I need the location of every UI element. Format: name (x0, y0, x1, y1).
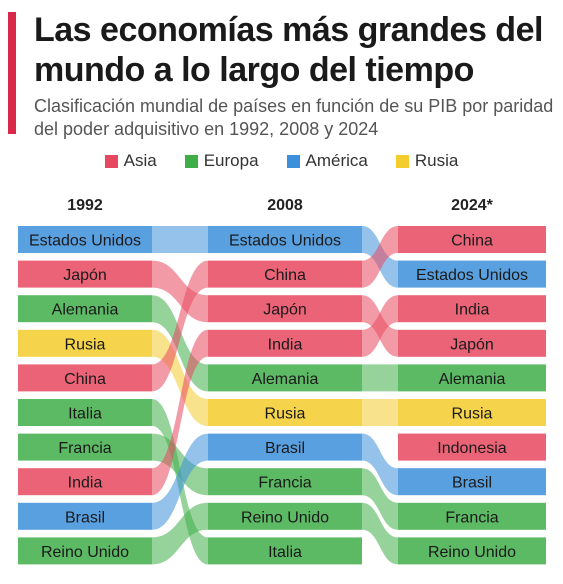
flow-rusia-2008-2024- (362, 399, 398, 426)
legend-item-asia: Asia (104, 151, 157, 171)
label-2008-brasil: Brasil (265, 440, 305, 457)
bar-2008-francia (208, 468, 362, 496)
flow-china-1992-2008 (152, 260, 208, 392)
legend-item-rusia: Rusia (395, 151, 459, 171)
label-2024--china: China (451, 233, 493, 250)
bar-1992-italia (18, 399, 152, 426)
flow-japon-1992-2008 (152, 260, 208, 323)
bar-2024--francia (398, 502, 546, 530)
flow-brasil-2008-2024- (362, 433, 398, 496)
label-1992-brasil: Brasil (65, 509, 105, 526)
label-1992-estados-unidos: Estados Unidos (29, 233, 141, 250)
bar-2024--india (398, 295, 546, 323)
label-2008-alemania: Alemania (252, 371, 319, 388)
bar-2008-japon (208, 295, 362, 323)
label-1992-italia: Italia (68, 406, 102, 423)
bar-1992-japon (18, 260, 152, 288)
legend-label-rusia: Rusia (414, 151, 459, 170)
bar-2008-rusia (208, 399, 362, 426)
label-1992-reino-unido: Reino Unido (41, 544, 129, 561)
bar-2024--indonesia (398, 433, 546, 461)
label-2024--alemania: Alemania (439, 371, 506, 388)
label-1992-francia: Francia (58, 440, 111, 457)
label-2024--indonesia: Indonesia (437, 440, 506, 457)
bar-1992-francia (18, 433, 152, 461)
legend-swatch-europa (184, 154, 198, 168)
label-1992-china: China (64, 371, 106, 388)
label-1992-india: India (68, 475, 103, 492)
label-1992-rusia: Rusia (65, 336, 106, 353)
flow-links (152, 226, 398, 565)
bar-2024--alemania (398, 364, 546, 392)
flow-francia-1992-2008 (152, 433, 208, 496)
label-2008-estados-unidos: Estados Unidos (229, 233, 341, 250)
year-header-2008: 2008 (267, 197, 303, 214)
legend-item-europa: Europa (184, 151, 259, 171)
legend-item-america: América (286, 151, 368, 171)
legend-label-america: América (305, 151, 368, 170)
label-2008-india: India (268, 336, 303, 353)
bar-2008-italia (208, 537, 362, 565)
label-2024--estados-unidos: Estados Unidos (416, 267, 528, 284)
bar-2008-india (208, 329, 362, 357)
bar-2024--brasil (398, 468, 546, 496)
flow-reino-unido-1992-2008 (152, 502, 208, 565)
bar-2024--china (398, 226, 546, 253)
flow-india-2008-2024- (362, 295, 398, 357)
flow-reino-unido-2008-2024- (362, 502, 398, 565)
flow-india-1992-2008 (152, 329, 208, 496)
label-2008-japon: Japón (263, 302, 307, 319)
label-2008-rusia: Rusia (265, 406, 306, 423)
label-2008-italia: Italia (268, 544, 302, 561)
bar-1992-brasil (18, 502, 152, 530)
accent-bar (8, 12, 16, 134)
bar-2008-estados-unidos (208, 226, 362, 253)
label-2024--rusia: Rusia (452, 406, 493, 423)
bar-1992-rusia (18, 329, 152, 357)
bar-1992-india (18, 468, 152, 496)
legend-swatch-asia (104, 154, 118, 168)
label-2008-reino-unido: Reino Unido (241, 509, 329, 526)
bar-1992-estados-unidos (18, 226, 152, 253)
flow-estados-unidos-1992-2008 (152, 226, 208, 253)
legend: Asia Europa América Rusia (0, 151, 563, 171)
legend-label-asia: Asia (123, 151, 157, 170)
flow-brasil-1992-2008 (152, 433, 208, 530)
legend-swatch-rusia (395, 154, 409, 168)
bar-1992-alemania (18, 295, 152, 323)
chart-subtitle: Clasificación mundial de países en funci… (34, 96, 554, 139)
bar-2008-china (208, 260, 362, 288)
flow-china-2008-2024- (362, 226, 398, 288)
label-1992-alemania: Alemania (52, 302, 119, 319)
year-header-1992: 1992 (67, 197, 103, 214)
bar-1992-china (18, 364, 152, 392)
flow-francia-2008-2024- (362, 468, 398, 530)
label-2024--brasil: Brasil (452, 475, 492, 492)
flow-alemania-2008-2024- (362, 364, 398, 392)
label-2024--india: India (455, 302, 490, 319)
bar-2008-reino-unido (208, 502, 362, 530)
bar-2024--japon (398, 329, 546, 357)
chart-title: Las economías más grandes del mundo a lo… (34, 11, 543, 89)
legend-label-europa: Europa (203, 151, 259, 170)
year-header-2024-: 2024* (451, 197, 494, 214)
bar-2024--reino-unido (398, 537, 546, 565)
bar-2024--rusia (398, 399, 546, 426)
bar-1992-reino-unido (18, 537, 152, 565)
legend-swatch-america (286, 154, 300, 168)
label-1992-japon: Japón (63, 267, 107, 284)
label-2008-china: China (264, 267, 306, 284)
bar-2008-alemania (208, 364, 362, 392)
label-2024--francia: Francia (445, 509, 498, 526)
label-2024--reino-unido: Reino Unido (428, 544, 516, 561)
rank-bars: Estados Unidos Japón Alemania Rusia China Ita… (18, 226, 546, 565)
label-2024--japon: Japón (450, 336, 494, 353)
label-2008-francia: Francia (258, 475, 311, 492)
bar-2024--estados-unidos (398, 260, 546, 288)
bar-2008-brasil (208, 433, 362, 461)
